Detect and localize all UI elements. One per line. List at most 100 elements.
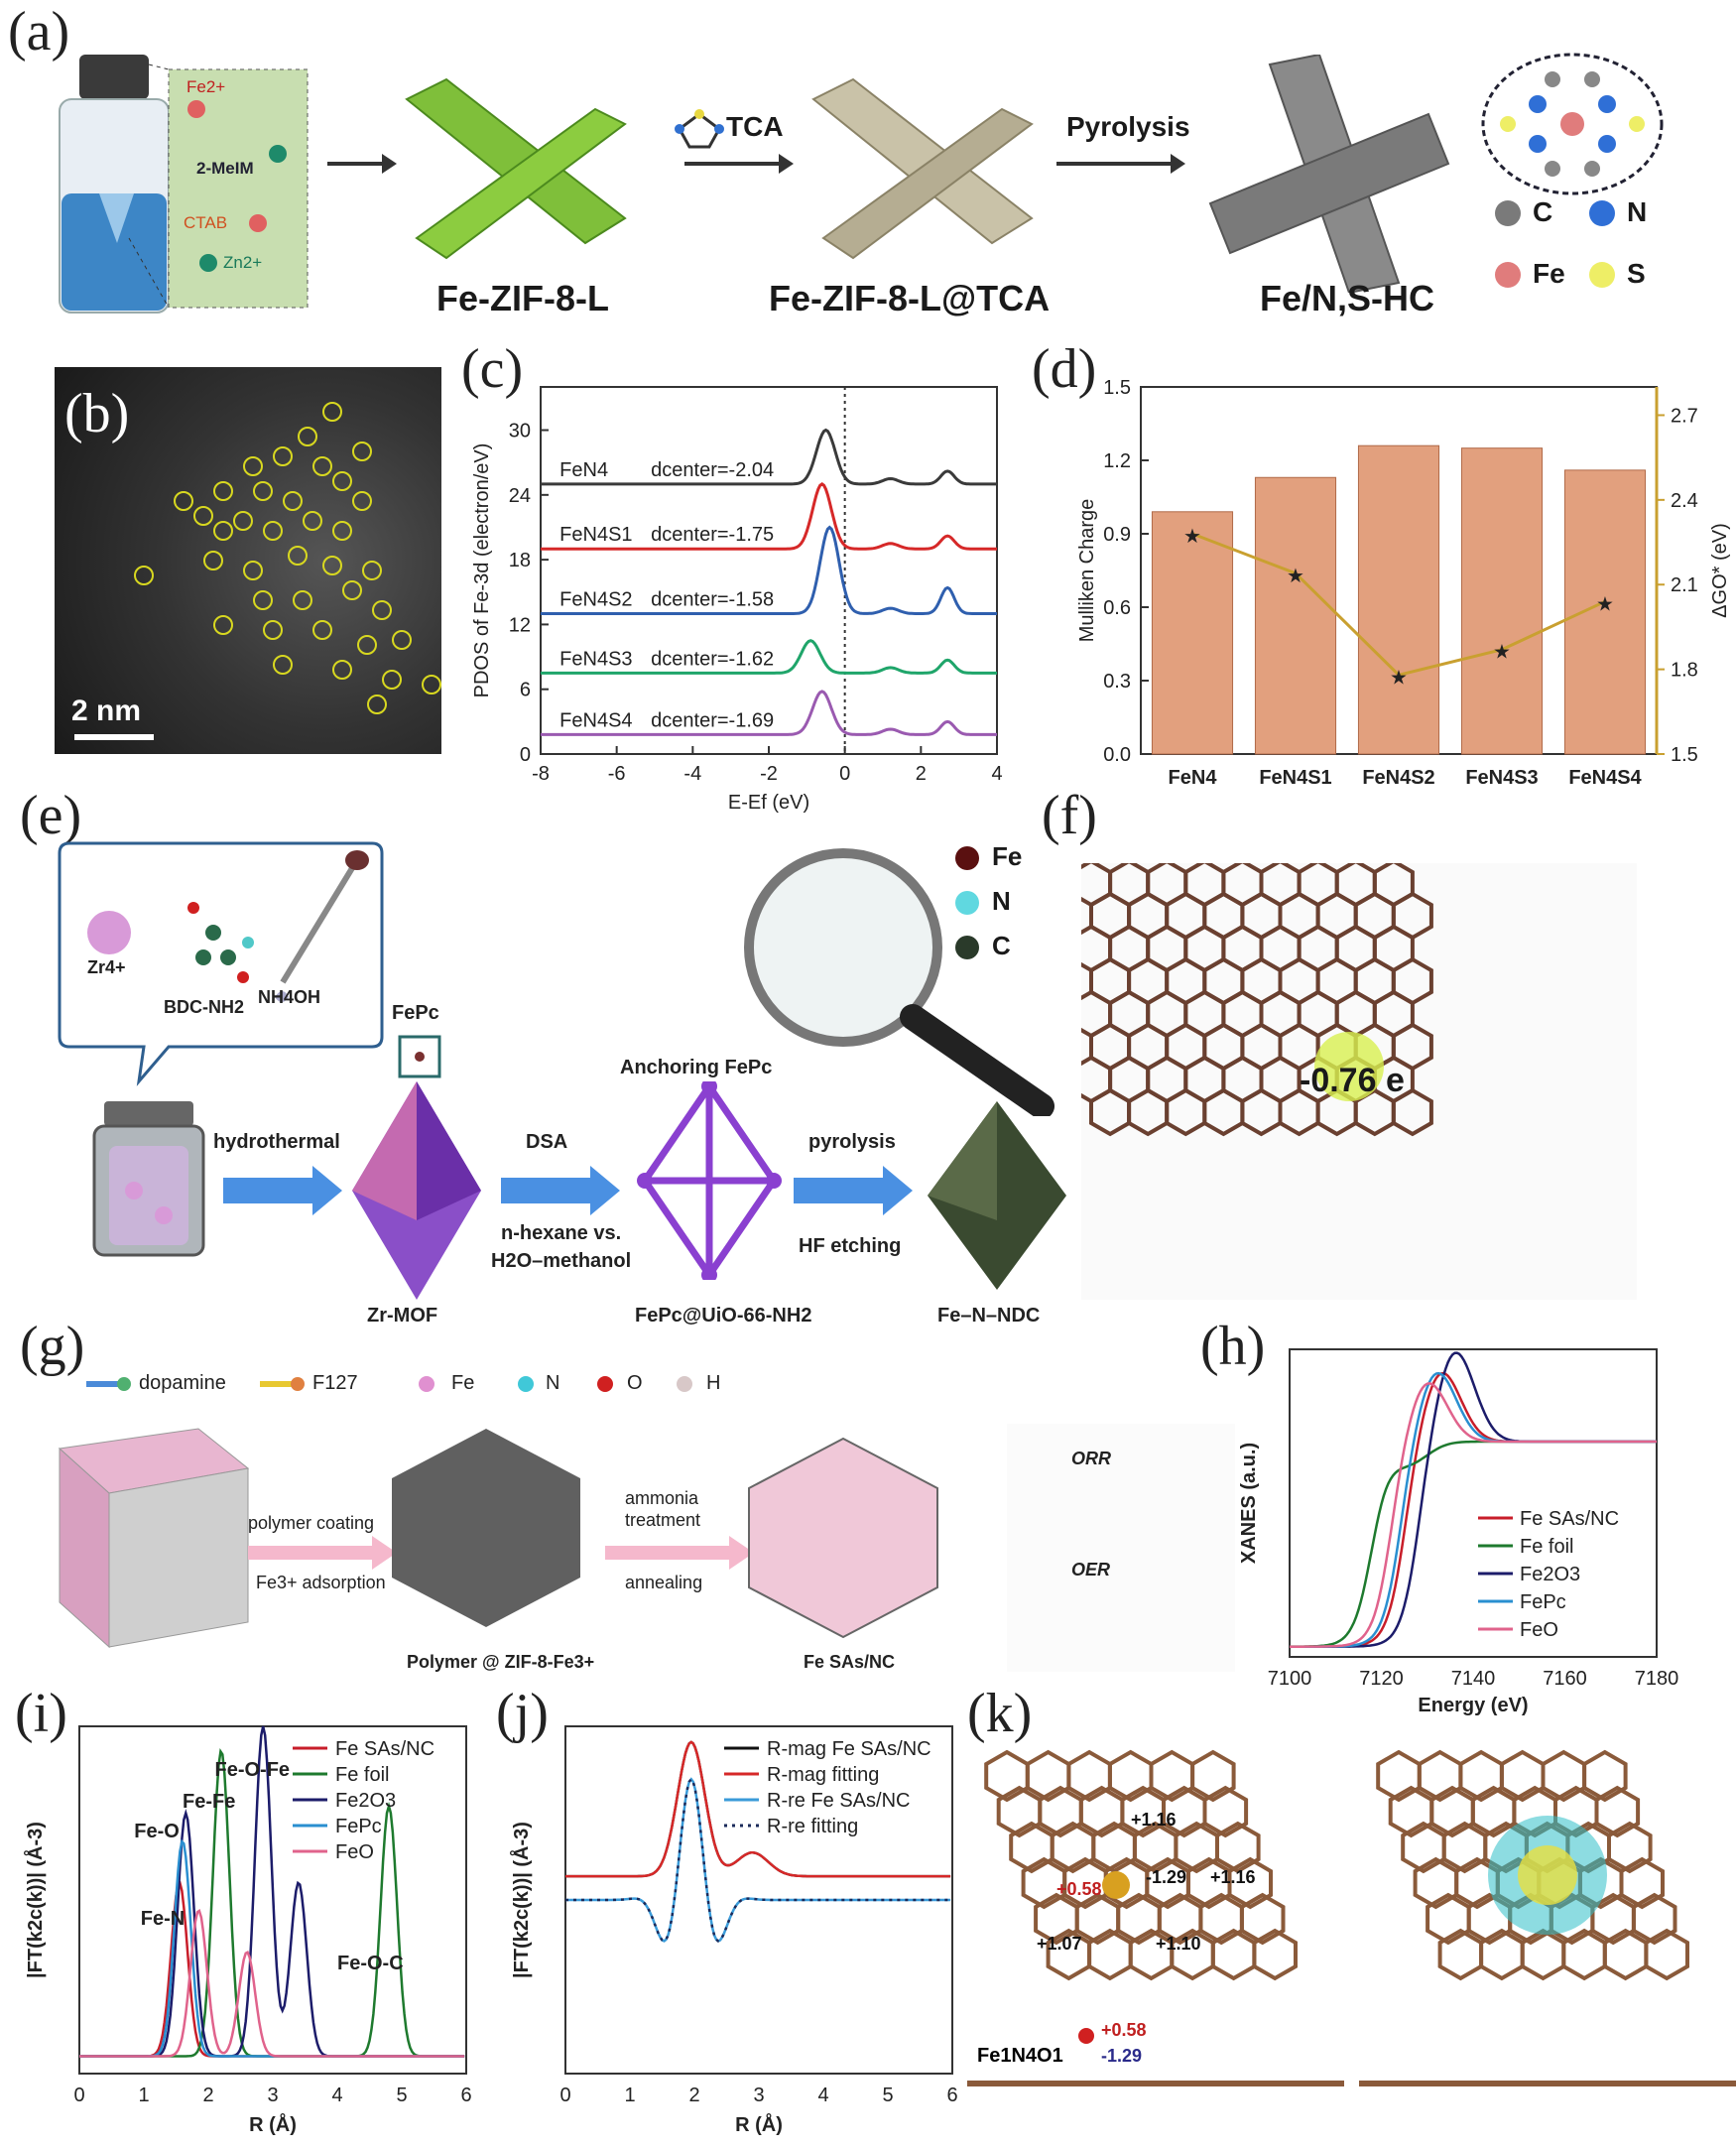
label-pyrolysis-e: pyrolysis (808, 1131, 896, 1153)
pdos-series-line (541, 482, 997, 551)
lattice-hexagon (1631, 1892, 1677, 1946)
legend-label: FePc (1520, 1591, 1566, 1613)
single-atom-circle (288, 546, 308, 566)
xanes-series-line (1290, 1440, 1657, 1648)
x-tick-label: 2 (916, 763, 927, 785)
x-tick-label: 5 (882, 2085, 893, 2106)
y-tick-label: 18 (509, 550, 531, 571)
single-atom-circle (342, 580, 362, 600)
y-axis-label: PDOS of Fe-3d (electron/eV) (471, 443, 493, 698)
fe1n4o1-charge-density (1359, 1749, 1736, 2086)
y-tick-label: 0.3 (1103, 671, 1131, 693)
single-atom-circle (273, 446, 293, 466)
arrow-1-icon (327, 154, 397, 174)
legend-s-icon (1589, 262, 1615, 288)
panel-label-b: (b) (64, 383, 130, 444)
dcenter-label: dcenter=-1.69 (651, 709, 774, 731)
single-atom-circle (322, 402, 342, 422)
y2-tick-label: 1.8 (1671, 660, 1698, 682)
single-atom-circle (367, 695, 387, 714)
lattice-hexagon (1499, 1749, 1546, 1803)
lattice-hexagon (1520, 1928, 1566, 1981)
legend-c-icon (1495, 200, 1521, 226)
lattice-hexagon (1190, 1749, 1236, 1803)
y-tick-label: 1.5 (1103, 377, 1131, 399)
lattice-hexagon (1050, 1821, 1096, 1874)
lattice-hexagon (1074, 1892, 1121, 1946)
x-tick-label: 7180 (1635, 1668, 1679, 1690)
x-tick-label: 7160 (1543, 1668, 1587, 1690)
label-anchoring-fepc: Anchoring FePc (620, 1057, 773, 1078)
legend-label: FePc (335, 1816, 382, 1837)
y-tick-label: 0.0 (1103, 744, 1131, 766)
lattice-hexagon (1066, 1749, 1112, 1803)
legend-fe-label: Fe (1533, 258, 1565, 289)
legend-c-label-e: C (992, 931, 1011, 960)
scale-bar-label: 2 nm (71, 695, 142, 727)
lattice-hexagon (1025, 1749, 1071, 1803)
panel-label-a: (a) (8, 1, 70, 63)
x-tick-label: 7100 (1268, 1668, 1312, 1690)
category-label: FeN4S2 (1362, 767, 1434, 789)
lattice-hexagon (1582, 1749, 1628, 1803)
fe1n4o1-structure: +1.16 +0.58 -1.29 +1.16 +1.07 +1.10 Fe1N4O1 +0.… (967, 1749, 1344, 2086)
precursor-ctab: CTAB (184, 213, 227, 232)
legend-n-label-g: N (546, 1372, 560, 1394)
x-tick-label: 4 (331, 2085, 342, 2106)
x-tick-label: 0 (559, 2085, 570, 2106)
charge-label-f: -0.76 e (1300, 1062, 1405, 1099)
series-name-label: FeN4 (559, 459, 608, 481)
legend-label: R-re fitting (767, 1816, 858, 1837)
y2-tick-label: 2.4 (1671, 490, 1698, 512)
side-charge-label: -1.29 (1101, 2046, 1142, 2066)
lattice-hexagon (1594, 1785, 1641, 1838)
precursor-2meim: 2-MeIM (196, 159, 254, 178)
autoclave-icon (92, 1101, 205, 1257)
single-atom-circle (293, 590, 312, 610)
tca-molecule-icon (675, 109, 724, 149)
oxygen-atom (1078, 2028, 1094, 2044)
label-zr4: Zr4+ (87, 957, 126, 977)
label-fe-adsorption: Fe3+ adsorption (256, 1573, 386, 1592)
panel-label-i: (i) (15, 1683, 67, 1744)
single-atom-circle (273, 655, 293, 675)
lattice-hexagon (1078, 1785, 1125, 1838)
label-tca: TCA (726, 111, 784, 142)
bond-annotation: Fe-Fe (183, 1791, 235, 1813)
lattice-hexagon (1413, 1856, 1459, 1910)
x-tick-label: 5 (396, 2085, 407, 2106)
label-nh4oh: NH4OH (258, 987, 321, 1007)
panel-label-d: (d) (1032, 338, 1097, 400)
legend-n-icon-g (518, 1376, 534, 1392)
x-tick-label: 6 (460, 2085, 471, 2106)
panel-label-g: (g) (20, 1316, 85, 1377)
lattice-hexagon (1198, 1892, 1244, 1946)
blue-arrow-2-icon (501, 1166, 620, 1215)
lattice-hexagon (996, 1785, 1043, 1838)
x-tick-label: -8 (532, 763, 550, 785)
series-name-label: FeN4S2 (559, 589, 632, 611)
single-atom-circle (357, 635, 377, 655)
ft-exafs-fit-plot-j: 0 1 2 3 4 5 6 R (Å) |FT(k2c(k))| (Å-3) R-mag Fe S… (509, 1725, 958, 2136)
lattice-hexagon (1458, 1749, 1504, 1803)
lattice-hexagon (1441, 1821, 1488, 1874)
pdos-series-line (541, 525, 997, 615)
single-atom-circle (312, 456, 332, 476)
label-annealing: annealing (625, 1573, 703, 1592)
precursor-fe2: Fe2+ (186, 77, 225, 96)
pink-arrow-1-icon (248, 1536, 397, 1570)
label-fe-zif-8-l-tca: Fe-ZIF-8-L@TCA (769, 278, 1051, 318)
single-atom-circle (213, 481, 233, 501)
single-atom-circle (233, 511, 253, 531)
fe-atom (1102, 1871, 1130, 1899)
single-atom-circle (253, 590, 273, 610)
x-tick-label: 4 (817, 2085, 828, 2106)
single-atom-circle (253, 481, 273, 501)
legend-label: Fe foil (335, 1764, 389, 1786)
y-axis-label: Mulliken Charge (1076, 499, 1098, 643)
label-ammonia: ammonia (625, 1488, 699, 1508)
atom-charge-label: +1.16 (1210, 1867, 1256, 1887)
single-atom-circle (372, 600, 392, 620)
x-axis-label: E-Ef (eV) (728, 792, 809, 814)
lattice-hexagon (1038, 1785, 1083, 1838)
